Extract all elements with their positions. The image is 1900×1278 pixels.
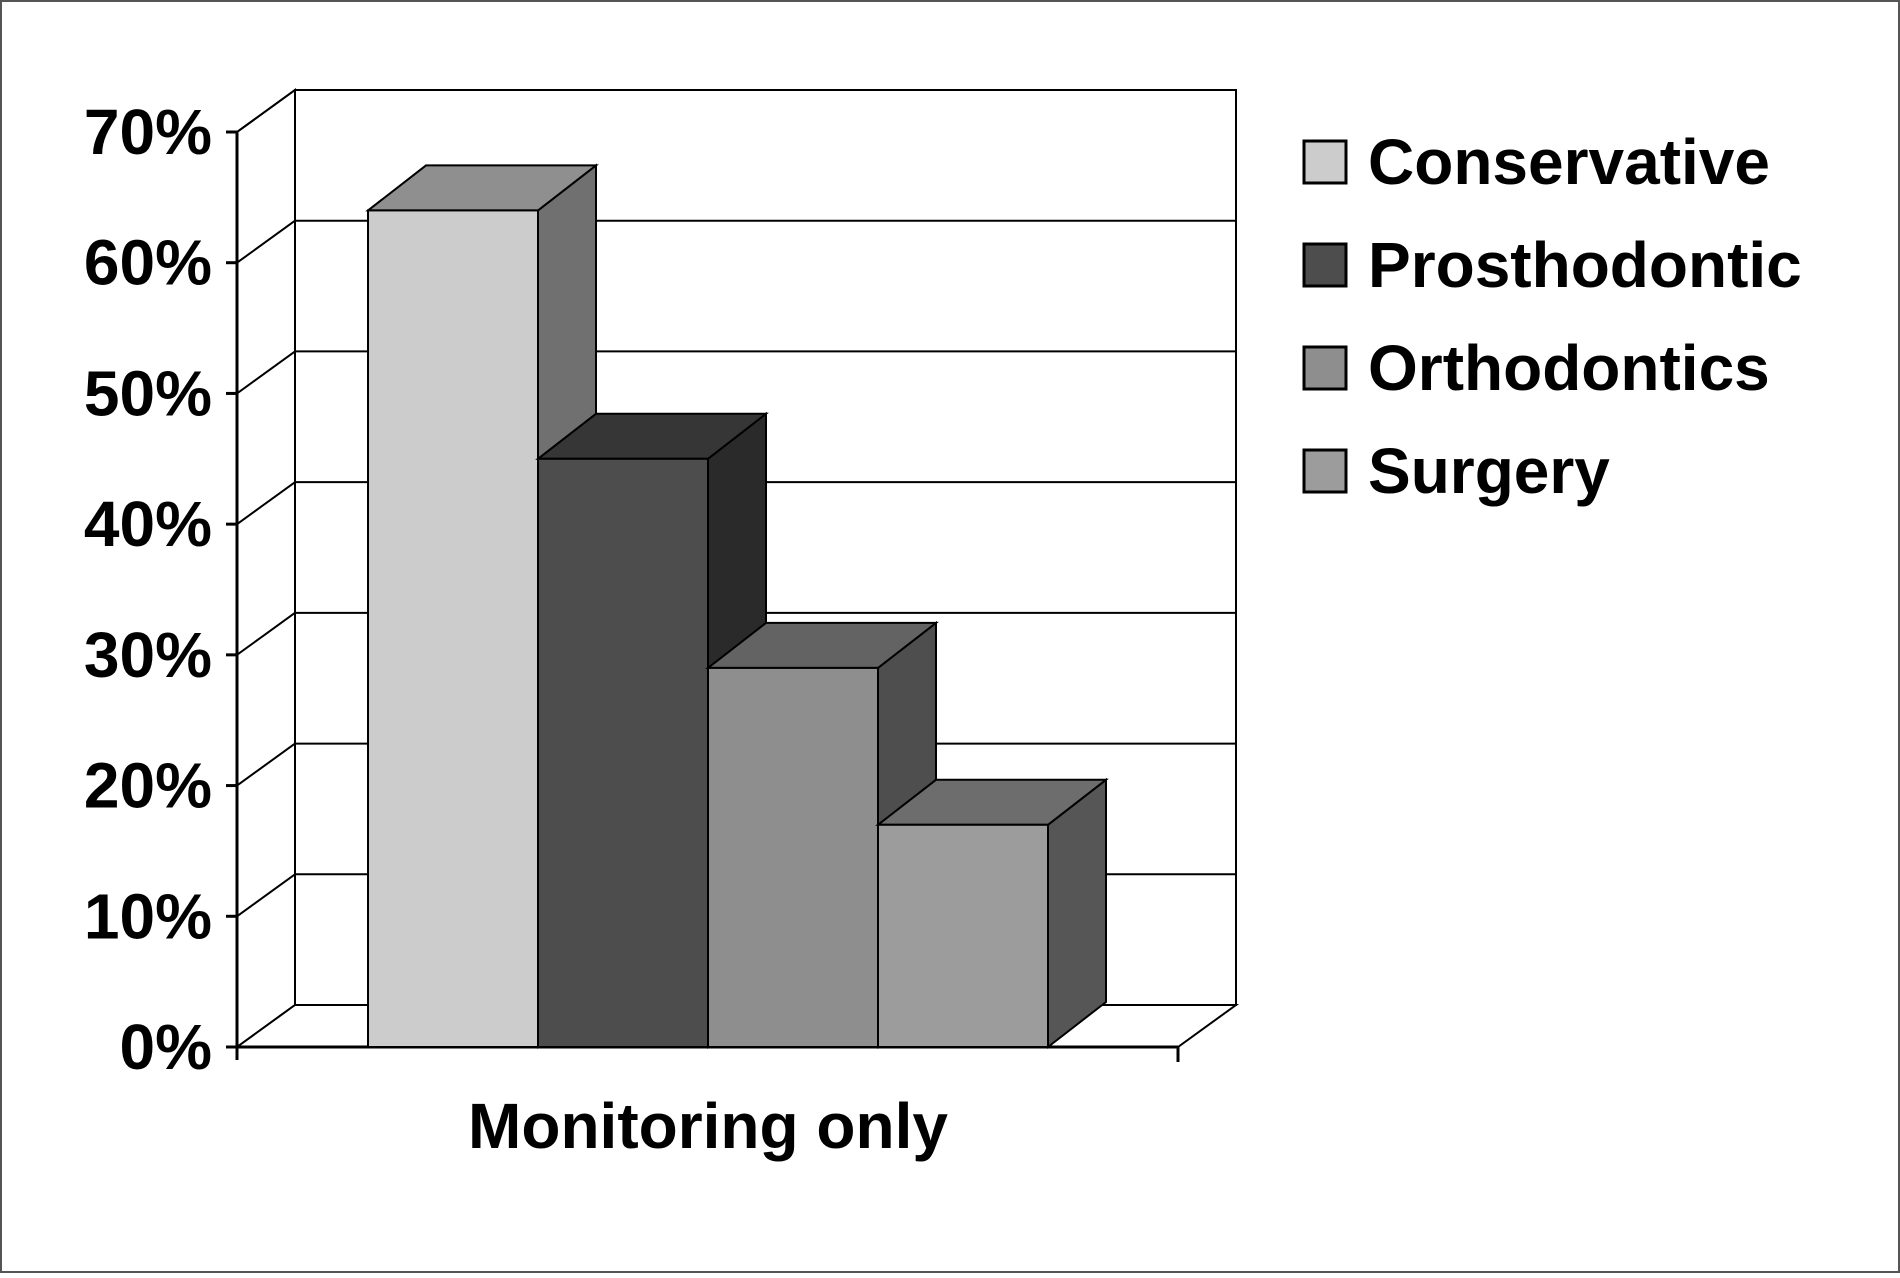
- legend-swatch: [1302, 242, 1348, 288]
- bars: [365, 163, 1109, 1050]
- legend-item: Surgery: [1302, 435, 1610, 507]
- grid-line-side: [236, 89, 296, 133]
- legend-item: Orthodontics: [1302, 332, 1770, 404]
- grid-line-side: [236, 742, 296, 787]
- y-tick-label: 40%: [84, 488, 212, 560]
- y-tick-label: 60%: [84, 227, 212, 299]
- legend-label: Prosthodontic: [1368, 229, 1802, 301]
- grid-line-side: [236, 219, 296, 264]
- y-tick-label: 10%: [84, 880, 212, 952]
- legend-item: Prosthodontic: [1302, 229, 1802, 301]
- legend-swatch: [1302, 345, 1348, 391]
- y-tick-label: 70%: [84, 96, 212, 168]
- grid-line-side: [236, 873, 296, 918]
- bar-front-face: [537, 457, 709, 1048]
- y-tick-labels: 0% 10% 20% 30% 40% 50% 60% 70%: [84, 96, 212, 1083]
- legend-swatch: [1302, 448, 1348, 494]
- x-axis-category-label: Monitoring only: [468, 1090, 948, 1162]
- legend: Conservative Prosthodontic Orthodontics Sur…: [1302, 126, 1802, 507]
- legend-label: Orthodontics: [1368, 332, 1770, 404]
- y-tick-label: 50%: [84, 357, 212, 429]
- bar-surgery: [875, 777, 1109, 1050]
- bar-front-face: [367, 209, 539, 1048]
- legend-item: Conservative: [1302, 126, 1770, 198]
- side-wall: [236, 88, 296, 1049]
- grid-line-side: [236, 350, 296, 395]
- y-tick-label: 30%: [84, 619, 212, 691]
- bar-side-face: [1047, 777, 1107, 1050]
- y-tick-label: 0%: [120, 1011, 213, 1083]
- y-tick-label: 20%: [84, 750, 212, 822]
- legend-label: Conservative: [1368, 126, 1770, 198]
- bar-front-face: [707, 666, 879, 1049]
- legend-swatch: [1302, 139, 1348, 185]
- bar-front-face: [877, 823, 1049, 1048]
- grid-line-side: [236, 481, 296, 525]
- legend-label: Surgery: [1368, 435, 1610, 507]
- bar-conservative: [365, 163, 599, 1050]
- grid-line-side: [236, 612, 296, 656]
